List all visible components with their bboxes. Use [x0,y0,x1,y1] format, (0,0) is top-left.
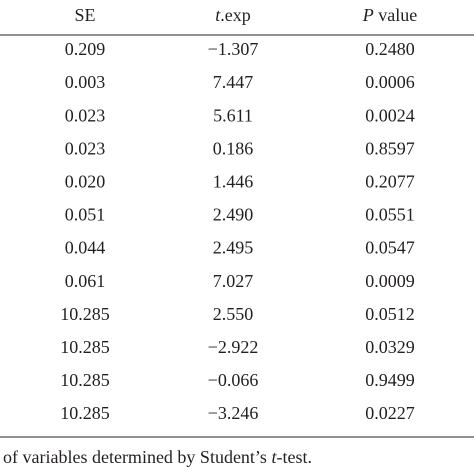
column-header-part: .exp [220,5,251,25]
cell: 0.023 [65,138,106,158]
cell: 7.447 [213,72,254,92]
cell: 2.490 [213,205,254,225]
column-header: SE [74,5,95,25]
cell: 0.044 [65,238,106,258]
column-header-part: SE [74,5,95,25]
cell: 0.186 [213,138,254,158]
cell: −1.307 [208,39,259,59]
cell: 0.0512 [365,304,415,324]
column-header: P value [362,5,417,25]
cell: 7.027 [213,271,254,291]
cell: 0.2480 [365,39,415,59]
cell: 0.051 [65,205,106,225]
footnote: of variables determined by Student’s t-t… [3,447,312,467]
cell: 0.9499 [365,370,415,390]
column-header-part: value [374,5,417,25]
cell: 0.0547 [365,238,415,258]
column-header-part: P [362,5,374,25]
cell: −3.246 [208,403,259,423]
cell: 10.285 [60,403,110,423]
cell: 10.285 [60,370,110,390]
cell: 0.0024 [365,105,415,125]
cell: 5.611 [213,105,253,125]
cell: 0.8597 [365,138,415,158]
cell: 0.003 [65,72,106,92]
column-header: t.exp [215,5,251,25]
cell: 2.550 [213,304,254,324]
cell: 10.285 [60,304,110,324]
cell: 0.0551 [365,205,415,225]
footnote-part: -test. [276,447,312,467]
cell: 10.285 [60,337,110,357]
cell: −2.922 [208,337,259,357]
cell: 0.0227 [365,403,415,423]
cell: 0.209 [65,39,106,59]
cell: 2.495 [213,238,254,258]
cell: 0.0006 [365,72,415,92]
footnote-part: of variables determined by Student’s [3,447,271,467]
cell: 0.061 [65,271,106,291]
cell: 0.2077 [365,172,415,192]
cell: 1.446 [213,172,254,192]
cell: −0.066 [208,370,259,390]
cell: 0.0329 [365,337,415,357]
footnote-part: t [271,447,277,467]
cell: 0.023 [65,105,106,125]
cell: 0.020 [65,172,106,192]
cell: 0.0009 [365,271,415,291]
column-header-part: t [215,5,221,25]
